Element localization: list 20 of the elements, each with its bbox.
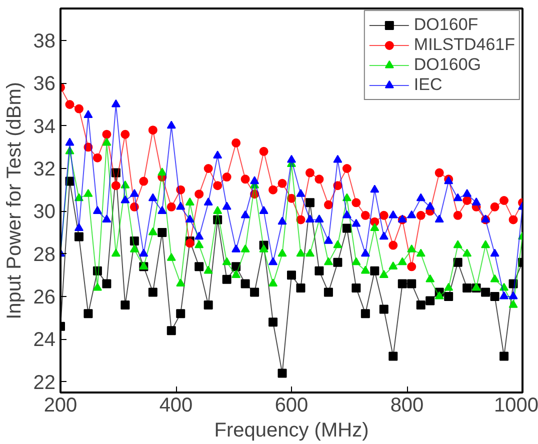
y-axis-title: Input Power for Test (dBm)	[3, 82, 26, 320]
x-tick-label: 1000	[494, 394, 538, 416]
y-tick-label: 34	[33, 116, 56, 138]
y-tick-label: 32	[33, 158, 56, 180]
legend-label: IEC	[414, 75, 442, 95]
x-tick-label: 400	[159, 394, 193, 416]
y-tick-label: 24	[33, 329, 56, 352]
y-tick-label: 28	[33, 244, 56, 266]
legend-label: DO160F	[414, 15, 478, 35]
y-tick-label: 22	[33, 372, 56, 394]
legend-label: DO160G	[414, 55, 481, 75]
x-tick-label: 600	[274, 394, 308, 416]
x-axis-title: Frequency (MHz)	[214, 420, 369, 442]
legend-label: MILSTD461F	[414, 35, 515, 55]
x-tick-label: 200	[44, 394, 78, 416]
y-tick-label: 36	[33, 73, 56, 96]
x-tick-label: 800	[390, 394, 424, 416]
y-tick-label: 30	[33, 201, 56, 224]
y-tick-label: 38	[33, 30, 56, 52]
y-tick-label: 26	[33, 286, 56, 308]
